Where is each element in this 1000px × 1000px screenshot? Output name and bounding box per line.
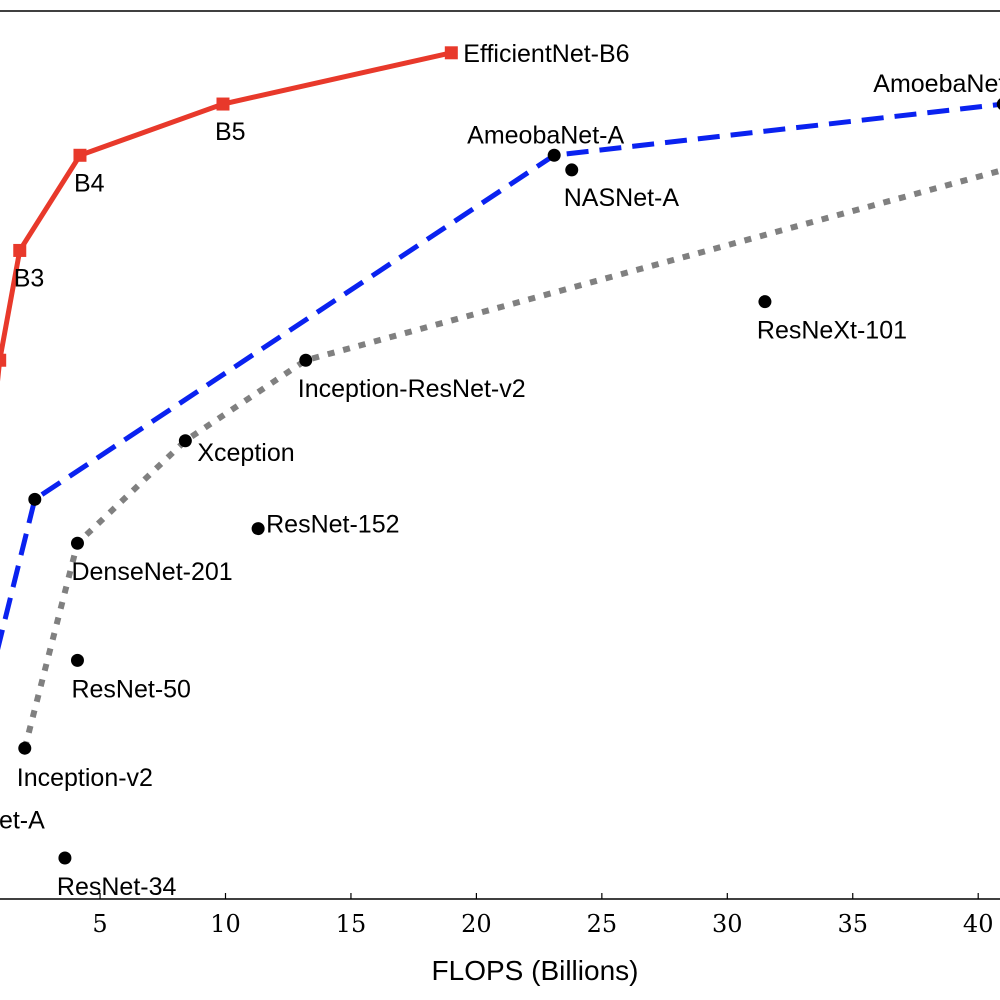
- point-dot-resnet-50: [70, 653, 84, 667]
- x-tick-label-20: 20: [461, 910, 492, 938]
- marker-efficientnet-3: [13, 243, 27, 257]
- point-dot-unlabeled-11: [299, 353, 313, 367]
- label-resnet-152-point: ResNet-152: [266, 511, 399, 539]
- point-dot-resnext-101: [758, 295, 772, 309]
- label-nasnet-a-point: NASNet-A: [564, 184, 680, 212]
- point-dot-unlabeled-7: [996, 98, 1000, 110]
- x-tick-label-10: 10: [210, 910, 241, 938]
- label-resnext-101-point: ResNeXt-101: [757, 317, 907, 345]
- point-dot-unlabeled-8: [18, 741, 32, 755]
- point-dot-unlabeled-5: [28, 492, 42, 506]
- x-tick-label-5: 5: [92, 910, 107, 938]
- x-tick-label-40: 40: [963, 910, 994, 938]
- label-efficientnet-b6-efficientnet: EfficientNet-B6: [463, 40, 629, 68]
- label-resnet-34-point: ResNet-34: [57, 873, 177, 901]
- label-resnet-50-point: ResNet-50: [71, 675, 190, 703]
- marker-efficientnet-2: [0, 353, 7, 367]
- label-inception-resnet-v2-handcrafted: Inception-ResNet-v2: [298, 375, 526, 403]
- point-dot-nasnet-a: [565, 163, 579, 177]
- series-markers: [0, 46, 1000, 865]
- point-dot-resnet-34: [58, 851, 72, 865]
- marker-efficientnet-5: [216, 97, 230, 111]
- marker-efficientnet-4: [73, 148, 87, 162]
- label-b3-efficientnet: B3: [14, 264, 45, 292]
- label-b4-efficientnet: B4: [74, 169, 105, 197]
- point-dot-resnet-152: [251, 522, 265, 536]
- label-densenet-201-handcrafted: DenseNet-201: [71, 558, 232, 586]
- series-lines: [0, 50, 1000, 749]
- series-line-handcrafted: [21, 167, 1000, 749]
- label-xception-handcrafted: Xception: [197, 439, 294, 467]
- point-dot-unlabeled-10: [178, 434, 192, 448]
- point-dot-unlabeled-6: [547, 148, 561, 162]
- x-tick-label-25: 25: [587, 910, 618, 938]
- annotation-1: NASNet-A: [0, 807, 45, 835]
- x-axis-ticks: 5 10 15 20 25 30 35 40: [92, 893, 993, 938]
- point-labels: B3 B4 B5 EfficientNet-B6 AmeobaNet-A AmoebaNe…: [0, 40, 1000, 901]
- marker-efficientnet-6: [444, 46, 458, 60]
- label-ameobanet-a-nas-models: AmeobaNet-A: [467, 121, 624, 149]
- x-axis-title: FLOPS (Billions): [432, 955, 639, 986]
- label-b5-efficientnet: B5: [215, 118, 246, 146]
- label-amoebanet-c-nas-models: AmoebaNet-C: [873, 70, 1000, 98]
- point-dot-unlabeled-9: [70, 536, 84, 550]
- x-tick-label-30: 30: [712, 910, 743, 938]
- x-tick-label-15: 15: [336, 910, 367, 938]
- label-inception-v2-handcrafted: Inception-v2: [17, 764, 153, 792]
- x-tick-label-35: 35: [837, 910, 868, 938]
- series-line-nas-models: [0, 101, 1000, 651]
